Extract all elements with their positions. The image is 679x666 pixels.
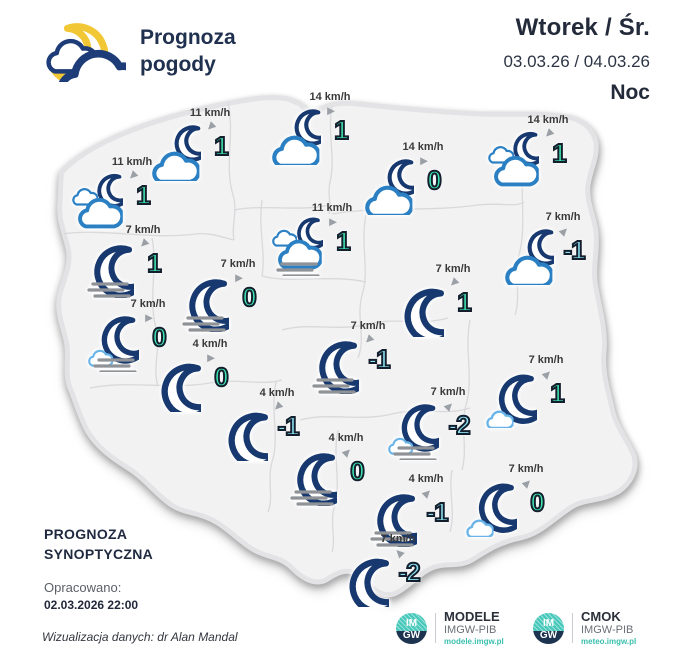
wind-direction-icon: ► [232, 270, 246, 285]
wind-speed-label: 11 km/h [111, 156, 153, 168]
wind-speed-label: 7 km/h [125, 224, 161, 236]
temperature-value: -2 [397, 556, 421, 588]
logo-name: CMOK [581, 608, 621, 624]
wind-speed-label: 7 km/h [130, 298, 166, 310]
prepared-datetime: 02.03.2026 22:00 [44, 598, 139, 612]
wind-speed-label: 7 km/h [380, 533, 416, 545]
temperature-value: -1 [562, 234, 586, 266]
imgw-logo-icon: IM GW [396, 612, 427, 644]
wind-speed-label: 7 km/h [435, 263, 471, 275]
title-line2: pogody [140, 53, 216, 76]
imgw-logo-bottom: GW [533, 630, 564, 644]
imgw-logo-icon: IM GW [533, 612, 564, 644]
wind-direction-icon: ► [204, 350, 218, 365]
weather-station-wroclaw: 4 km/h ► -1 [216, 383, 320, 461]
weather-station-bialystok: 7 km/h ► -1 [502, 207, 606, 285]
wind-speed-label: 4 km/h [328, 432, 364, 444]
weather-station-koszalin: 11 km/h ► 1 [149, 103, 253, 181]
weather-station-olsztyn: 14 km/h ► 0 [362, 137, 466, 215]
temperature-value: 1 [551, 137, 567, 169]
weather-station-czestochowa: 4 km/h ► 0 [285, 428, 389, 506]
imgw-logo-top: IM [533, 612, 564, 631]
logo-org: IMGW-PIB [444, 623, 497, 636]
prepared-label: Opracowano: [44, 580, 122, 595]
temperature-value: 0 [151, 321, 167, 353]
divider [572, 613, 573, 643]
wind-direction-icon: ► [417, 153, 431, 168]
weather-station-lublin: 7 km/h ► 1 [485, 350, 589, 428]
weather-station-rzeszow: 7 km/h ► 0 [465, 459, 569, 537]
temperature-value: 0 [529, 486, 545, 518]
page-title: Prognoza pogody [140, 24, 236, 78]
temperature-value: 0 [213, 361, 229, 393]
weather-station-lodz: 7 km/h ► -1 [307, 316, 411, 394]
wind-direction-icon: ► [326, 214, 340, 229]
wind-speed-label: 14 km/h [309, 91, 351, 103]
weather-station-zielona-gora: 7 km/h ► 0 [87, 294, 191, 372]
temperature-value: 0 [426, 164, 442, 196]
temperature-value: 1 [333, 114, 349, 146]
temperature-value: 1 [549, 377, 565, 409]
day-label: Wtorek / Śr. [515, 14, 650, 41]
temperature-value: -1 [276, 410, 300, 442]
wind-direction-icon: ► [142, 310, 156, 325]
wind-speed-label: 7 km/h [220, 258, 256, 270]
forecast-type-block: PROGNOZA SYNOPTYCZNA Opracowano: 02.03.2… [44, 524, 153, 612]
wind-direction-icon: ► [324, 103, 338, 118]
weather-station-kalisz: 4 km/h ► 0 [149, 334, 253, 412]
temperature-value: 1 [335, 225, 351, 257]
weather-station-zakopane: 7 km/h ► -2 [337, 529, 441, 607]
wind-speed-label: 4 km/h [259, 387, 295, 399]
period-label: Noc [610, 81, 650, 104]
weather-station-krakow: 4 km/h ► -1 [365, 469, 469, 547]
weather-station-szczecin: 11 km/h ► 1 [71, 152, 175, 230]
wind-speed-label: 7 km/h [430, 386, 466, 398]
wind-speed-label: 7 km/h [508, 463, 544, 475]
weather-station-suwalki: 14 km/h ► 1 [487, 110, 591, 188]
weather-station-poznan: 7 km/h ► 0 [177, 254, 281, 332]
logo-org: IMGW-PIB [581, 623, 634, 636]
temperature-value: 1 [135, 179, 151, 211]
temperature-value: 0 [241, 281, 257, 313]
forecast-type-line1: PROGNOZA [44, 526, 128, 542]
weather-station-warszawa: 7 km/h ► 1 [392, 259, 496, 337]
wind-speed-label: 4 km/h [408, 473, 444, 485]
weather-station-kielce: 7 km/h ► -2 [387, 382, 491, 460]
wind-speed-label: 7 km/h [528, 354, 564, 366]
wind-speed-label: 11 km/h [311, 202, 353, 214]
imgw-logo-top: IM [396, 612, 427, 631]
weather-station-torun: 11 km/h ► 1 [271, 198, 375, 276]
cmok-imgw-logo: IM GW CMOK IMGW-PIB meteo.imgw.pl [533, 608, 636, 648]
temperature-value: 0 [349, 455, 365, 487]
temperature-value: -2 [447, 409, 471, 441]
wind-speed-label: 14 km/h [402, 141, 444, 153]
temperature-value: -1 [367, 343, 391, 375]
weather-station-gdansk: 14 km/h ► 1 [269, 87, 373, 165]
imgw-logo-bottom: GW [396, 630, 427, 644]
date-label: 03.03.26 / 04.03.26 [503, 52, 650, 71]
modele-imgw-logo: IM GW MODELE IMGW-PIB modele.imgw.pl [396, 608, 504, 648]
wind-speed-label: 14 km/h [527, 114, 569, 126]
wind-speed-label: 7 km/h [545, 211, 581, 223]
weather-station-gorzow: 7 km/h ► 1 [82, 220, 186, 298]
temperature-value: 1 [146, 247, 162, 279]
logo-name: MODELE [444, 608, 500, 624]
logo-url: modele.imgw.pl [444, 636, 504, 646]
divider [435, 613, 436, 643]
data-credit: Wizualizacja danych: dr Alan Mandal [42, 630, 238, 644]
wind-speed-label: 7 km/h [350, 320, 386, 332]
logo-url: meteo.imgw.pl [581, 636, 637, 646]
wind-speed-label: 11 km/h [189, 107, 231, 119]
temperature-value: 1 [456, 286, 472, 318]
app-logo-cloud-moon-icon [40, 18, 126, 82]
forecast-type-line2: SYNOPTYCZNA [44, 546, 154, 562]
wind-speed-label: 4 km/h [192, 338, 228, 350]
temperature-value: 1 [213, 130, 229, 162]
temperature-value: -1 [425, 496, 449, 528]
title-line1: Prognoza [140, 26, 236, 49]
